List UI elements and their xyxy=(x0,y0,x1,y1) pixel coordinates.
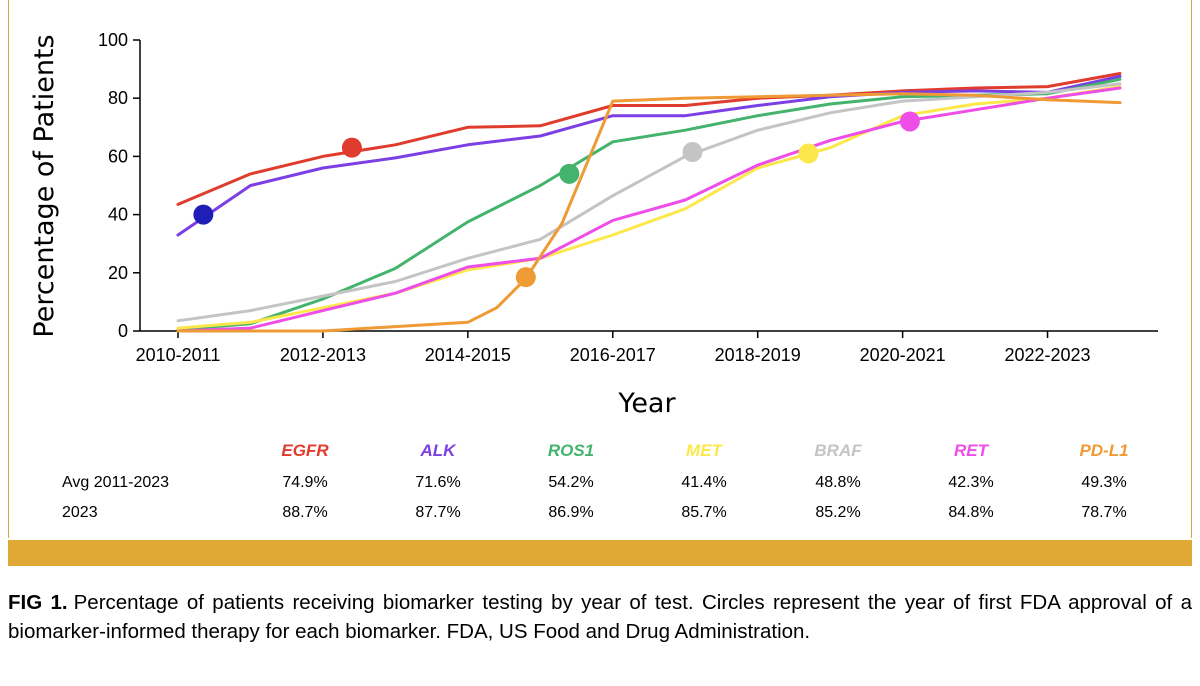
table-cell: 86.9% xyxy=(548,504,593,521)
figure-frame xyxy=(8,0,1192,538)
figure-caption: FIG 1. Percentage of patients receiving b… xyxy=(8,588,1192,646)
y-tick-label: 80 xyxy=(108,88,128,108)
y-tick-label: 100 xyxy=(98,30,128,50)
series-line-pd-l1 xyxy=(176,92,1122,333)
table-cell: 48.8% xyxy=(815,474,860,491)
caption-text: Percentage of patients receiving biomark… xyxy=(8,591,1192,643)
x-axis-title: Year xyxy=(617,388,676,419)
line-chart: 0 20 40 60 80 100 2010-2011 2012-2013 2014-2015 2… xyxy=(29,30,1158,521)
approval-marker-pd-l1 xyxy=(515,267,536,288)
table-cell: 78.7% xyxy=(1081,504,1126,521)
approval-marker-alk xyxy=(193,204,214,225)
figure-label: FIG 1. xyxy=(8,591,68,614)
x-tick-label: 2014-2015 xyxy=(425,345,511,365)
table-row-label: Avg 2011-2023 xyxy=(62,474,169,491)
table-header-ret: RET xyxy=(954,441,990,460)
approval-marker-met xyxy=(798,143,819,164)
approval-marker-ros1 xyxy=(559,163,580,184)
chart-series-lines xyxy=(176,72,1122,333)
table-cell: 41.4% xyxy=(681,474,726,491)
table-cell: 85.7% xyxy=(681,504,726,521)
table-header-egfr: EGFR xyxy=(281,441,329,460)
series-line-braf xyxy=(176,82,1122,323)
approval-marker-braf xyxy=(682,142,703,163)
series-line-alk xyxy=(176,74,1122,237)
y-tick-label: 60 xyxy=(108,146,128,166)
table-header-ros1: ROS1 xyxy=(548,441,594,460)
y-axis-title: Percentage of Patients xyxy=(29,34,60,337)
table-header-braf: BRAF xyxy=(814,441,862,460)
approval-marker-ret xyxy=(899,111,920,132)
x-tick-label: 2012-2013 xyxy=(280,345,366,365)
y-tick-label: 0 xyxy=(118,321,128,341)
table-cell: 85.2% xyxy=(815,504,860,521)
table-cell: 42.3% xyxy=(948,474,993,491)
summary-table: EGFR ALK ROS1 MET BRAF RET PD-L1 Avg 2011-2023 7… xyxy=(62,441,1129,521)
table-cell: 87.7% xyxy=(415,504,460,521)
x-tick-label: 2016-2017 xyxy=(570,345,656,365)
chart-axes: 0 20 40 60 80 100 2010-2011 2012-2013 2014-2015 2… xyxy=(98,30,1158,365)
series-line-ret xyxy=(176,86,1122,333)
table-cell: 54.2% xyxy=(548,474,593,491)
table-cell: 88.7% xyxy=(282,504,327,521)
series-line-egfr xyxy=(176,72,1122,206)
table-cell: 49.3% xyxy=(1081,474,1126,491)
x-tick-label: 2020-2021 xyxy=(860,345,946,365)
y-tick-label: 40 xyxy=(108,205,128,225)
y-tick-label: 20 xyxy=(108,263,128,283)
table-row-label: 2023 xyxy=(62,504,98,521)
x-tick-label: 2022-2023 xyxy=(1004,345,1090,365)
x-tick-label: 2018-2019 xyxy=(715,345,801,365)
series-line-met xyxy=(176,85,1122,330)
figure-divider-bar xyxy=(8,540,1192,566)
approval-marker-egfr xyxy=(341,137,362,158)
chart-approval-markers xyxy=(193,111,920,288)
table-cell: 84.8% xyxy=(948,504,993,521)
table-cell: 74.9% xyxy=(282,474,327,491)
table-header-met: MET xyxy=(686,441,724,460)
table-cell: 71.6% xyxy=(415,474,460,491)
table-header-alk: ALK xyxy=(420,441,458,460)
x-tick-label: 2010-2011 xyxy=(136,345,221,365)
table-header-pd-l1: PD-L1 xyxy=(1079,441,1128,460)
